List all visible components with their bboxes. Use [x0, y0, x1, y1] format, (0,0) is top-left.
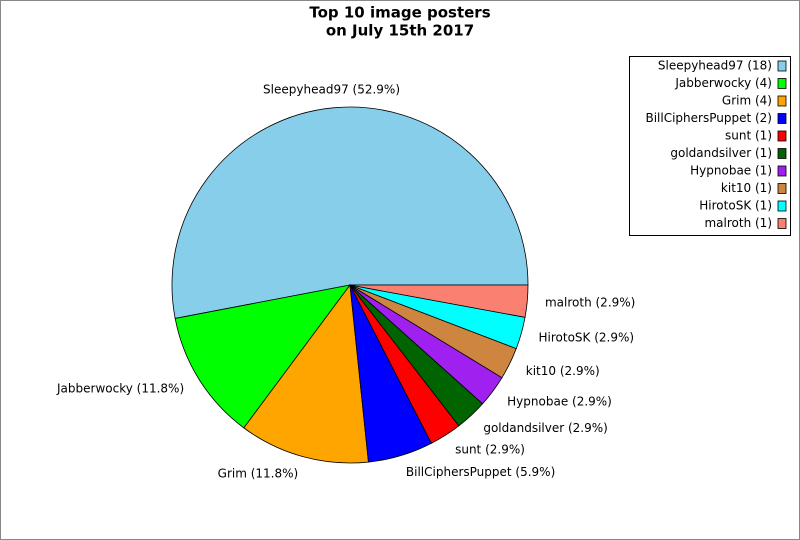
legend-swatch — [777, 183, 787, 194]
legend-swatch — [777, 218, 787, 229]
legend-swatch — [777, 148, 787, 159]
legend-label: sunt (1) — [725, 129, 772, 143]
legend-box — [629, 56, 791, 236]
legend-swatch — [777, 130, 787, 142]
legend-label: kit10 (1) — [721, 181, 772, 195]
chart-title: Top 10 image posters — [309, 4, 490, 22]
legend-swatch — [777, 78, 787, 89]
pie-slice — [171, 106, 529, 319]
slice-label: malroth (2.9%) — [545, 295, 635, 309]
slice-label: HirotoSK (2.9%) — [539, 330, 635, 344]
legend-label: goldandsilver (1) — [670, 146, 772, 160]
chart-title: on July 15th 2017 — [326, 22, 474, 40]
legend-swatch — [777, 165, 787, 177]
pie-slice — [349, 284, 529, 318]
pie-slice — [174, 284, 351, 429]
pie-slice — [243, 283, 369, 464]
legend-label: Jabberwocky (4) — [674, 76, 772, 90]
legend-label: BillCiphersPuppet (2) — [645, 111, 772, 125]
slice-label: Grim (11.8%) — [218, 466, 299, 480]
legend-label: Hypnobae (1) — [690, 164, 772, 178]
slice-label: BillCiphersPuppet (5.9%) — [406, 465, 555, 479]
legend-label: Grim (4) — [722, 94, 772, 108]
slice-label: Jabberwocky (11.8%) — [56, 382, 184, 396]
legend-label: Sleepyhead97 (18) — [658, 59, 772, 73]
slice-label: kit10 (2.9%) — [526, 364, 600, 378]
legend-swatch — [777, 95, 787, 107]
legend-label: HirotoSK (1) — [699, 199, 772, 213]
slice-label: Sleepyhead97 (52.9%) — [263, 83, 400, 97]
slice-label: Hypnobae (2.9%) — [507, 394, 612, 408]
legend-swatch — [777, 200, 787, 212]
legend-swatch — [777, 60, 787, 72]
slice-label: sunt (2.9%) — [455, 443, 525, 457]
legend-label: malroth (1) — [704, 216, 772, 230]
slice-label: goldandsilver (2.9%) — [483, 421, 608, 435]
legend-swatch — [777, 113, 787, 124]
